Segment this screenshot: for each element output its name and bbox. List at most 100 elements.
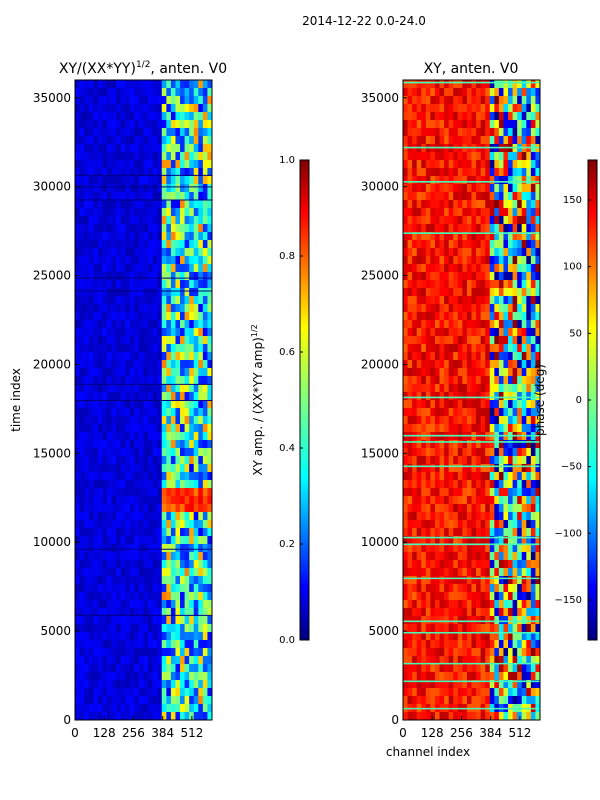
amp-heat-cell (198, 656, 204, 665)
amp-heat-cell (93, 288, 99, 297)
phase-heat-cell (439, 520, 445, 529)
amp-heat-cell (202, 640, 208, 649)
amp-heat-cell (166, 336, 172, 345)
phase-heat-cell (416, 88, 422, 97)
amp-heat-cell (125, 664, 131, 673)
amp-heat-cell (198, 568, 204, 577)
amp-heat-cell (202, 120, 208, 129)
amp-heat-cell (166, 544, 172, 553)
amp-heat-cell (106, 440, 112, 449)
amp-heat-cell (120, 528, 126, 537)
phase-heat-cell (425, 296, 431, 305)
amp-heat-cell (189, 464, 195, 473)
amp-heat-cell (138, 248, 144, 257)
phase-heat-cell (407, 104, 413, 113)
phase-heat-cell (430, 168, 436, 177)
amp-heat-cell (125, 144, 131, 153)
phase-heat-cell (407, 160, 413, 169)
amp-heat-cell (88, 248, 94, 257)
phase-heat-cell (521, 560, 527, 569)
phase-heat-cell (416, 280, 422, 289)
phase-heat-cell (521, 312, 527, 321)
amp-heat-cell (116, 360, 122, 369)
phase-heat-cell (480, 632, 486, 641)
amp-heat-cell (102, 672, 108, 681)
phase-heat-cell (462, 664, 468, 673)
phase-heat-cell (526, 128, 532, 137)
phase-heat-cell (430, 568, 436, 577)
amp-heat-cell (102, 640, 108, 649)
phase-heat-cell (457, 504, 463, 513)
phase-heat-cell (494, 544, 500, 553)
phase-heat-cell (526, 192, 532, 201)
phase-heat-cell (448, 448, 454, 457)
phase-heat-cell (489, 544, 495, 553)
phase-heat-cell (407, 344, 413, 353)
phase-heat-cell (521, 280, 527, 289)
amp-heat-cell (161, 152, 167, 161)
phase-heat-cell (412, 536, 418, 545)
amp-heat-cell (180, 560, 185, 569)
phase-heat-cell (480, 184, 486, 193)
amp-heat-cell (134, 488, 140, 497)
phase-heat-cell (526, 208, 532, 217)
phase-heat-cell (480, 608, 486, 617)
phase-heat-cell (494, 672, 500, 681)
phase-heat-cell (434, 440, 440, 449)
phase-heat-cell (407, 584, 413, 593)
phase-heat-cell (425, 512, 431, 521)
phase-heat-cell (512, 280, 518, 289)
phase-heat-cell (535, 392, 541, 401)
amp-heat-cell (184, 576, 190, 585)
amp-heat-cell (93, 144, 99, 153)
amp-heat-cell (111, 176, 117, 185)
phase-heat-cell (471, 496, 477, 505)
amp-heat-cell (166, 592, 172, 601)
amp-heat-cell (75, 712, 80, 721)
phase-heat-cell (508, 616, 513, 625)
amp-heat-cell (93, 496, 99, 505)
phase-heat-cell (430, 192, 436, 201)
phase-heat-cell (535, 336, 541, 345)
phase-heatmap[interactable] (403, 80, 541, 721)
amp-heat-cell (97, 96, 103, 105)
phase-heat-cell (448, 368, 454, 377)
phase-heat-cell (489, 448, 495, 457)
amp-heat-cell (143, 504, 149, 513)
phase-heat-cell (453, 264, 459, 273)
amp-heatmap[interactable] (75, 80, 213, 721)
phase-heat-cell (421, 88, 427, 97)
amp-heat-cell (116, 544, 122, 553)
amp-heat-cell (207, 472, 213, 481)
phase-heat-cell (466, 152, 472, 161)
amp-heat-cell (111, 360, 117, 369)
phase-heat-cell (480, 664, 486, 673)
phase-heat-cell (439, 256, 445, 265)
phase-heat-cell (430, 136, 436, 145)
amp-heat-cell (75, 280, 80, 289)
amp-heat-cell (166, 248, 172, 257)
amp-heat-cell (138, 576, 144, 585)
phase-heat-cell (517, 424, 523, 433)
phase-heat-cell (403, 288, 408, 297)
phase-heat-cell (462, 424, 468, 433)
phase-heat-cell (416, 656, 422, 665)
phase-heat-cell (480, 360, 486, 369)
amp-heat-cell (138, 216, 144, 225)
amp-heat-cell (170, 184, 176, 193)
phase-heat-cell (444, 248, 450, 257)
phase-heat-cell (521, 296, 527, 305)
amp-heat-cell (134, 352, 140, 361)
phase-heat-cell (407, 672, 413, 681)
phase-heat-cell (466, 272, 472, 281)
phase-heat-cell (457, 496, 463, 505)
amp-heat-cell (143, 576, 149, 585)
phase-heat-cell (403, 568, 408, 577)
phase-heat-cell (448, 616, 454, 625)
amp-heat-cell (134, 384, 140, 393)
phase-heat-cell (530, 96, 536, 105)
phase-heat-cell (448, 520, 454, 529)
amp-heat-cell (111, 424, 117, 433)
amp-heat-cell (148, 328, 154, 337)
amp-heat-cell (88, 680, 94, 689)
